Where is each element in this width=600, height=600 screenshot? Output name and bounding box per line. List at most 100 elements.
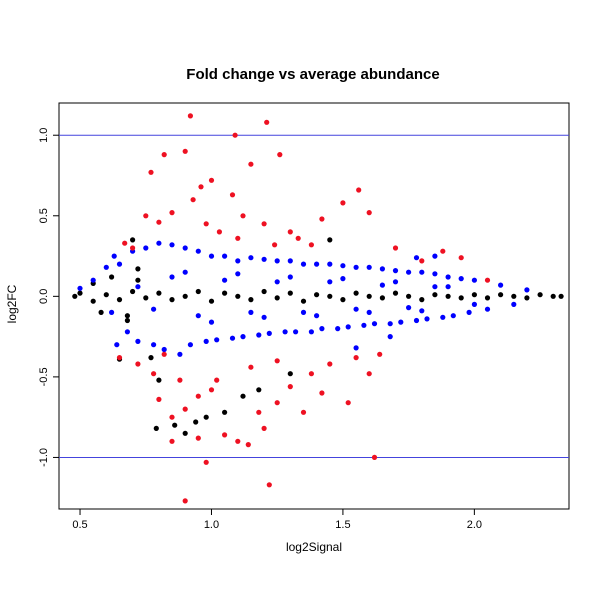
data-point-red	[272, 242, 278, 248]
data-point-blue	[151, 306, 157, 312]
data-point-red	[261, 425, 267, 431]
data-point-red	[371, 454, 378, 460]
data-point-black	[558, 293, 564, 299]
data-point-blue	[419, 269, 425, 275]
data-point-black	[130, 237, 136, 243]
data-point-blue	[222, 253, 228, 259]
data-point-blue	[151, 342, 157, 348]
data-point-blue	[261, 256, 267, 262]
data-point-black	[379, 295, 385, 301]
data-point-blue	[432, 284, 438, 290]
data-point-red	[345, 400, 351, 406]
y-tick-label: -1.0	[38, 448, 50, 467]
data-point-blue	[392, 279, 399, 285]
data-point-blue	[187, 342, 193, 348]
data-point-black	[327, 293, 333, 299]
data-point-blue	[248, 309, 254, 315]
data-point-blue	[235, 258, 241, 264]
data-point-blue	[366, 309, 372, 315]
data-point-red	[161, 152, 167, 158]
data-point-blue	[143, 245, 149, 251]
data-point-red	[248, 161, 254, 167]
data-point-blue	[182, 245, 188, 251]
data-point-red	[327, 361, 333, 367]
data-point-red	[235, 438, 241, 444]
data-point-black	[340, 297, 346, 303]
data-point-blue	[340, 263, 346, 269]
y-axis: -1.0 -0.5 0.0 0.5 1.0	[38, 128, 59, 467]
data-point-black	[143, 295, 149, 301]
data-point-red	[116, 355, 123, 361]
data-point-red	[122, 240, 128, 246]
data-point-black	[484, 295, 491, 301]
data-point-red	[319, 390, 325, 396]
data-point-blue	[300, 309, 307, 315]
data-point-blue	[432, 253, 438, 259]
data-point-blue	[195, 313, 201, 319]
data-point-black	[445, 293, 451, 299]
data-point-red	[261, 221, 267, 227]
data-point-red	[240, 213, 246, 219]
data-point-red	[229, 192, 236, 198]
data-point-black	[182, 430, 188, 436]
data-point-red	[135, 361, 141, 367]
data-point-blue	[282, 329, 288, 335]
data-point-red	[248, 364, 254, 370]
y-tick-label: 0.5	[38, 208, 50, 223]
data-point-blue	[524, 287, 530, 293]
data-point-black	[261, 288, 267, 295]
data-point-red	[182, 406, 188, 412]
x-tick-label: 0.5	[72, 519, 87, 531]
data-point-red	[208, 177, 215, 183]
data-point-blue	[498, 282, 504, 288]
data-point-red	[143, 213, 149, 219]
data-point-red	[353, 355, 359, 361]
data-point-blue	[111, 253, 117, 259]
data-point-blue	[169, 274, 175, 280]
data-point-black	[156, 377, 162, 383]
data-point-black	[156, 290, 162, 296]
data-point-red	[182, 148, 188, 154]
data-point-red	[208, 387, 215, 393]
data-point-red	[440, 248, 446, 254]
data-point-black	[182, 293, 188, 299]
x-tick-label: 2.0	[467, 519, 482, 531]
data-point-black	[90, 298, 96, 304]
data-point-black	[169, 297, 175, 303]
data-point-blue	[335, 326, 341, 332]
data-point-black	[287, 371, 293, 377]
data-point-blue	[353, 306, 359, 312]
data-point-black	[511, 293, 517, 299]
chart-title: Fold change vs average abundance	[186, 66, 439, 83]
data-point-red	[169, 210, 175, 216]
data-point-red	[274, 358, 280, 364]
data-point-blue	[222, 277, 228, 283]
data-point-blue	[156, 240, 162, 246]
data-point-blue	[511, 301, 517, 307]
data-point-blue	[353, 264, 359, 270]
data-point-blue	[274, 258, 280, 264]
y-tick-label: -0.5	[38, 367, 50, 386]
data-point-red	[214, 377, 220, 383]
data-point-blue	[214, 337, 220, 343]
data-point-blue	[406, 305, 412, 311]
data-point-red	[245, 442, 251, 448]
data-point-red	[190, 197, 196, 203]
data-point-black	[458, 295, 464, 301]
data-point-red	[264, 119, 270, 125]
data-point-red	[256, 409, 262, 415]
data-point-blue	[484, 306, 491, 312]
data-point-black	[406, 293, 412, 299]
data-point-red	[169, 414, 175, 420]
data-point-black	[366, 293, 372, 299]
data-point-blue	[471, 301, 477, 307]
data-point-blue	[124, 329, 130, 335]
data-point-black	[287, 290, 293, 296]
data-point-black	[135, 266, 141, 272]
data-point-blue	[109, 309, 115, 315]
data-point-blue	[266, 330, 272, 336]
data-point-blue	[195, 248, 201, 254]
data-point-red	[356, 187, 362, 193]
data-point-red	[198, 184, 204, 190]
